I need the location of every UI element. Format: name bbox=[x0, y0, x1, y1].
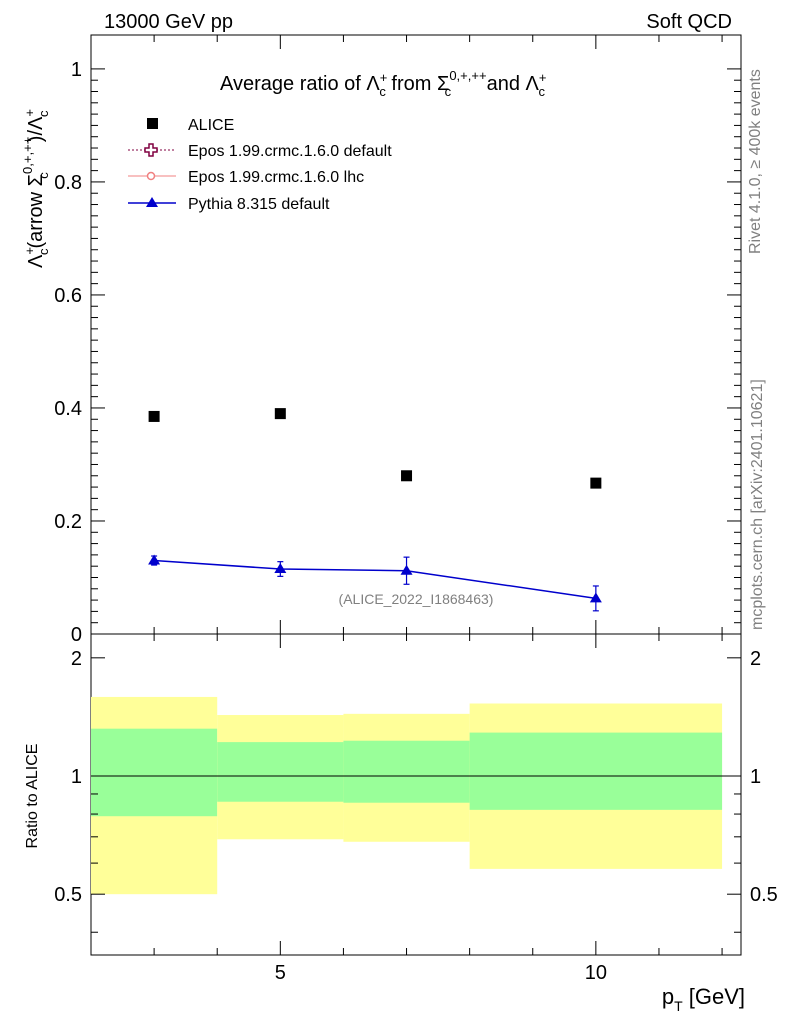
pythia-point-2 bbox=[400, 564, 413, 575]
plot-title: Average ratio of Λ+ c from Σ0,+,++ c and Λ… bbox=[220, 68, 547, 99]
y-tick-label-0.2: 0.2 bbox=[54, 511, 82, 533]
alice-point-2 bbox=[401, 470, 413, 482]
ratio-tick-label-left-1: 1 bbox=[71, 766, 82, 788]
x-axis-title: pT [GeV] bbox=[662, 984, 745, 1014]
ratio-band-inner-1 bbox=[217, 742, 344, 802]
alice-point-1 bbox=[274, 408, 286, 420]
alice-point-0 bbox=[148, 410, 160, 422]
legend-alice-marker bbox=[147, 118, 158, 129]
alice-point-3 bbox=[590, 477, 602, 489]
ratio-band-inner-3 bbox=[469, 732, 723, 810]
legend-pythia: Pythia 8.315 default bbox=[188, 196, 330, 213]
pythia-point-0 bbox=[148, 554, 161, 565]
rivet-label: Rivet 4.1.0, ≥ 400k events bbox=[747, 69, 764, 254]
ratio-bands bbox=[91, 696, 723, 895]
x-tick-label-5: 5 bbox=[275, 962, 286, 984]
ratio-band-inner-0 bbox=[91, 728, 218, 817]
legend: ALICE Epos 1.99.crmc.1.6.0 default Epos … bbox=[128, 117, 392, 213]
ratio-tick-label-right-2: 2 bbox=[750, 648, 761, 670]
y-tick-label-1: 1 bbox=[71, 59, 82, 81]
legend-alice: ALICE bbox=[188, 117, 234, 134]
y-tick-label-0.8: 0.8 bbox=[54, 172, 82, 194]
analysis-label: (ALICE_2022_I1868463) bbox=[339, 591, 494, 607]
pythia-point-3 bbox=[589, 592, 602, 603]
axis-ticks: 5 10 0 0.2 0.4 0.6 0.8 1 0.5 0.5 1 1 2 2 bbox=[54, 35, 778, 984]
data-series bbox=[148, 408, 602, 612]
y-axis-title: Λ+c(arrow Σ0,+,++c)/Λ+c bbox=[20, 109, 51, 268]
legend-epos-default-marker bbox=[144, 143, 158, 157]
header-left: 13000 GeV pp bbox=[104, 11, 233, 33]
legend-epos-lhc-marker bbox=[146, 171, 156, 181]
y-tick-label-0.6: 0.6 bbox=[54, 285, 82, 307]
legend-pythia-marker bbox=[146, 197, 158, 207]
x-tick-label-10: 10 bbox=[585, 962, 607, 984]
ratio-y-axis-title: Ratio to ALICE bbox=[24, 744, 41, 849]
y-tick-label-0: 0 bbox=[71, 624, 82, 646]
legend-epos-default: Epos 1.99.crmc.1.6.0 default bbox=[188, 143, 392, 160]
ratio-tick-label-left-2: 2 bbox=[71, 648, 82, 670]
mcplots-label: mcplots.cern.ch [arXiv:2401.10621] bbox=[749, 379, 766, 630]
ratio-tick-label-left-0.5: 0.5 bbox=[54, 884, 82, 906]
pythia-point-1 bbox=[274, 563, 287, 574]
ratio-band-inner-2 bbox=[343, 740, 470, 803]
ratio-tick-label-right-0.5: 0.5 bbox=[750, 884, 778, 906]
y-tick-label-0.4: 0.4 bbox=[54, 398, 82, 420]
header-right: Soft QCD bbox=[646, 11, 732, 33]
legend-epos-lhc: Epos 1.99.crmc.1.6.0 lhc bbox=[188, 169, 364, 186]
ratio-tick-label-right-1: 1 bbox=[750, 766, 761, 788]
pythia-line bbox=[154, 559, 596, 600]
